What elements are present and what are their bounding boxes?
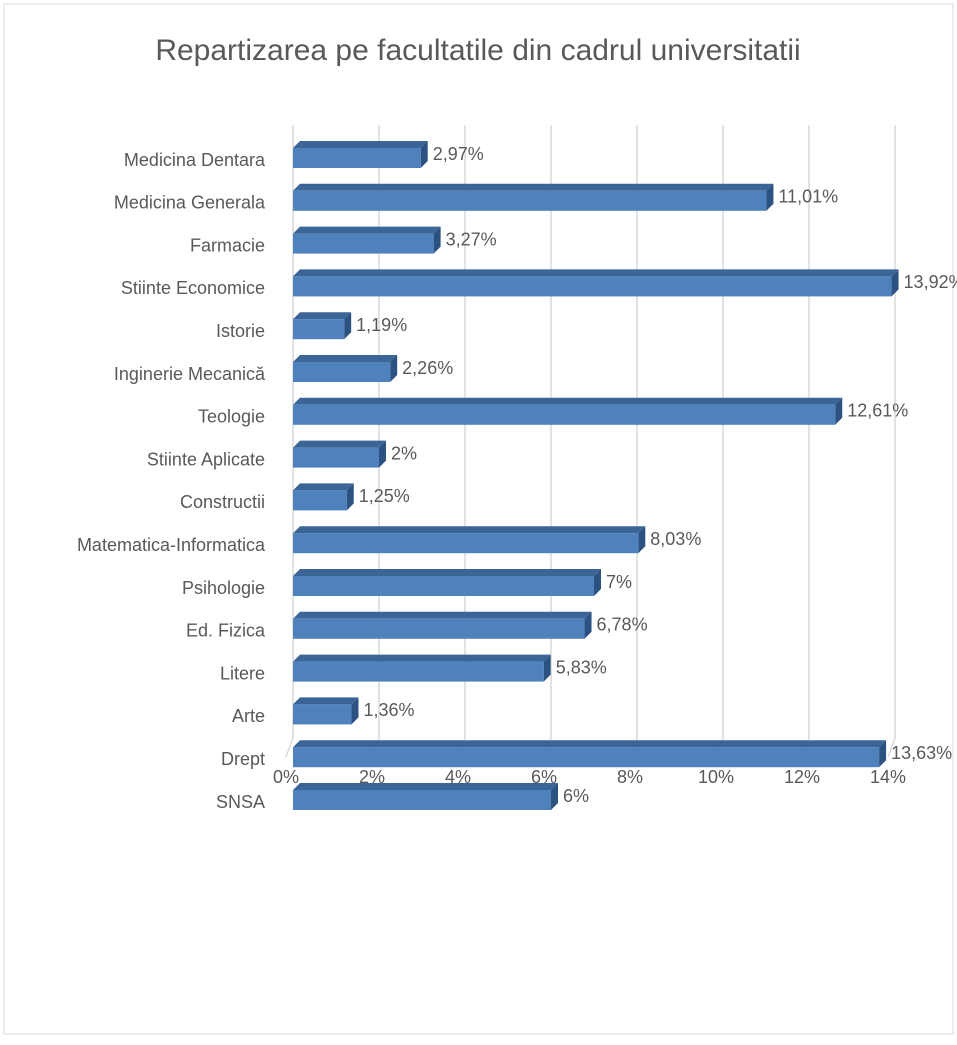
bar-top: [293, 269, 899, 277]
bar: [293, 404, 836, 425]
data-label: 12,61%: [847, 401, 908, 421]
y-tick-label: Medicina Dentara: [124, 150, 266, 170]
bar-side: [344, 312, 352, 340]
bar: [293, 533, 639, 554]
bar-top: [293, 697, 359, 705]
x-tick-label: 10%: [698, 767, 734, 787]
bar-top: [293, 569, 601, 576]
bar-top: [293, 355, 398, 362]
data-label: 1,36%: [363, 700, 414, 720]
y-tick-label: Constructii: [180, 492, 265, 512]
data-label: 8,03%: [650, 529, 701, 549]
y-tick-label: Litere: [220, 663, 265, 683]
bar-side: [891, 269, 899, 297]
bar-side: [390, 355, 398, 382]
y-tick-label: Teologie: [198, 407, 265, 427]
y-tick-label: Farmacie: [190, 235, 265, 255]
bar-side: [346, 483, 354, 511]
data-label: 6%: [563, 786, 589, 806]
bar-side: [551, 783, 558, 810]
bar-top: [293, 654, 551, 662]
bar-top: [293, 397, 843, 405]
bar-side: [594, 569, 601, 596]
bar: [293, 148, 421, 168]
data-label: 2,97%: [433, 144, 484, 164]
y-tick-label: Medicina Generala: [114, 193, 266, 213]
bar-top: [293, 611, 592, 619]
bar-side: [351, 697, 359, 725]
x-tick-label: 14%: [870, 767, 906, 787]
bar-top: [293, 183, 774, 191]
data-label: 6,78%: [597, 615, 648, 635]
bar-side: [433, 226, 441, 254]
y-tick-label: SNSA: [216, 792, 265, 812]
bar: [293, 190, 767, 211]
data-label: 3,27%: [446, 229, 497, 249]
y-tick-label: Psihologie: [182, 578, 265, 598]
grid-floor: [887, 737, 896, 758]
y-tick-label: Stiinte Aplicate: [147, 449, 265, 469]
bar: [293, 447, 379, 468]
chart-border: [3, 3, 954, 1035]
bar: [293, 276, 892, 297]
y-tick-label: Drept: [221, 749, 265, 769]
x-tick-label: 6%: [531, 767, 557, 787]
data-label: 7%: [606, 572, 632, 592]
data-label: 1,25%: [359, 486, 410, 506]
x-tick-label: 4%: [445, 767, 471, 787]
y-tick-label: Matematica-Informatica: [77, 535, 266, 555]
bar-side: [379, 440, 386, 468]
data-label: 13,63%: [891, 743, 952, 763]
x-tick-label: 2%: [359, 767, 385, 787]
chart-title: Repartizarea pe facultatile din cadrul u…: [155, 34, 800, 67]
bar: [293, 661, 544, 682]
y-tick-label: Ed. Fizica: [186, 621, 266, 641]
bar: [293, 747, 880, 768]
data-label: 1,19%: [356, 315, 407, 335]
bar: [293, 704, 352, 725]
bar-top: [293, 312, 352, 320]
bar-top: [293, 440, 386, 448]
data-label: 5,83%: [556, 657, 607, 677]
bar-top: [293, 740, 887, 748]
bar: [293, 618, 585, 639]
grid-floor: [285, 737, 294, 758]
bar-top: [293, 526, 646, 534]
bar: [293, 576, 594, 596]
data-label: 2,26%: [402, 358, 453, 378]
y-tick-label: Stiinte Economice: [121, 278, 265, 298]
x-tick-label: 0%: [273, 767, 299, 787]
bar-side: [638, 526, 646, 554]
bar-side: [879, 740, 887, 768]
bar-side: [543, 654, 551, 682]
x-tick-label: 12%: [784, 767, 820, 787]
bar: [293, 362, 391, 382]
bar-top: [293, 226, 441, 234]
y-tick-label: Inginerie Mecanică: [114, 364, 266, 384]
data-label: 13,92%: [904, 272, 957, 292]
y-tick-label: Istorie: [216, 321, 265, 341]
y-tick-label: Arte: [232, 706, 265, 726]
bar-side: [584, 611, 592, 639]
data-label: 2%: [391, 443, 417, 463]
bar-side: [835, 397, 843, 425]
bar: [293, 490, 347, 511]
bar: [293, 319, 345, 340]
data-label: 11,01%: [778, 187, 838, 207]
bar-top: [293, 141, 428, 148]
bar: [293, 233, 434, 254]
x-tick-label: 8%: [617, 767, 643, 787]
bar-top: [293, 483, 354, 491]
bar-top: [293, 783, 558, 790]
bar: [293, 790, 551, 810]
bar-side: [420, 141, 428, 168]
bar-side: [766, 183, 774, 211]
